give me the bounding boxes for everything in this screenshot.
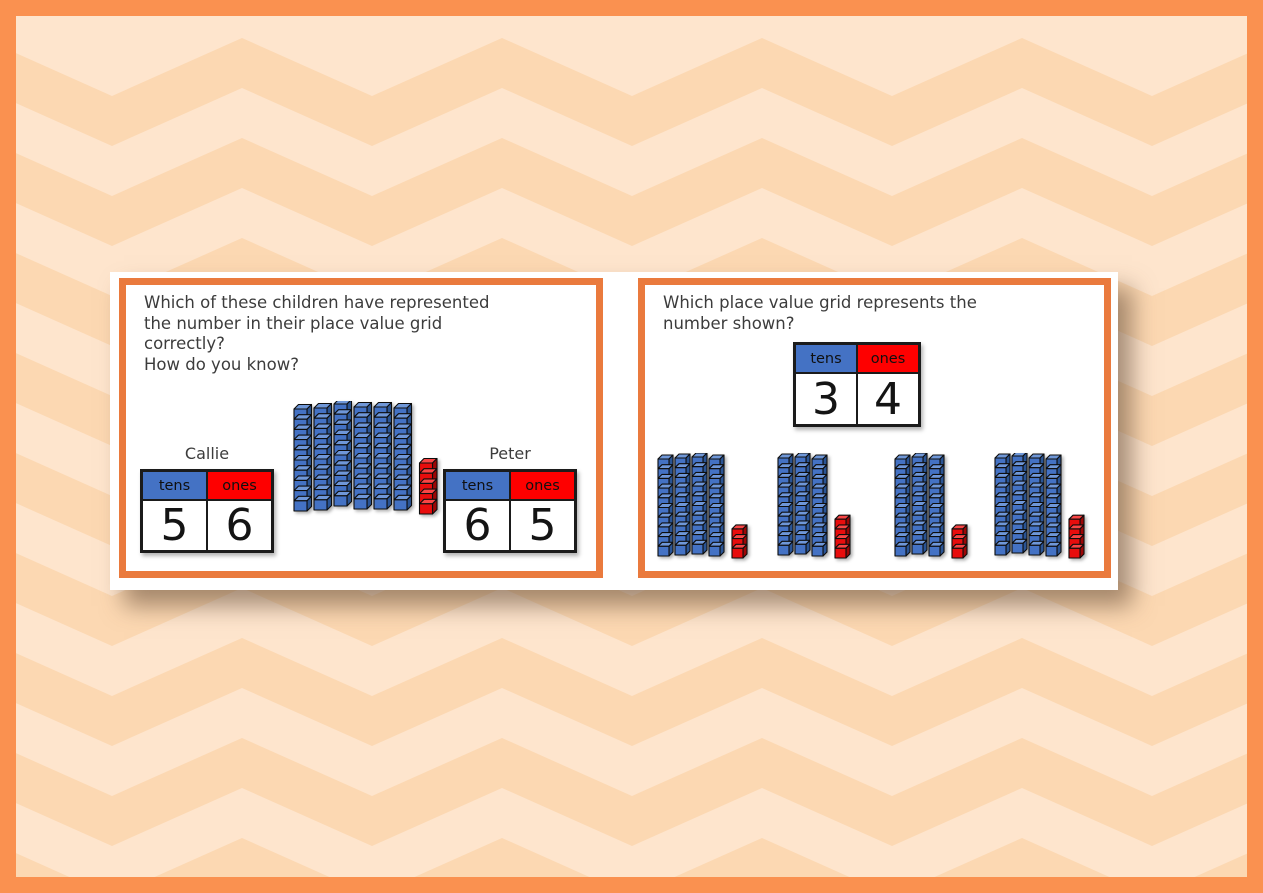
question-text-right: Which place value grid represents the nu… xyxy=(663,293,977,334)
question-line: correctly? xyxy=(144,334,225,353)
child-name-peter: Peter xyxy=(489,444,531,463)
grid-value-tens: 5 xyxy=(142,500,207,551)
base-ten-blocks-option-4 xyxy=(994,453,1085,559)
grid-header-tens: tens xyxy=(795,344,857,373)
grid-value-tens: 6 xyxy=(445,500,510,551)
question-line: Which place value grid represents the xyxy=(663,293,977,312)
question-line: number shown? xyxy=(663,313,795,333)
grid-value-ones: 6 xyxy=(207,500,272,551)
grid-header-ones: ones xyxy=(510,471,575,500)
grid-header-ones: ones xyxy=(857,344,919,373)
base-ten-blocks-option-1 xyxy=(657,453,748,559)
base-ten-blocks-option-2 xyxy=(777,453,851,559)
grid-value-ones: 4 xyxy=(857,373,919,425)
grid-header-tens: tens xyxy=(142,471,207,500)
question-line: the number in their place value grid xyxy=(144,313,443,333)
question-text-left: Which of these children have represented… xyxy=(144,293,489,375)
grid-value-ones: 5 xyxy=(510,500,575,551)
question-line: Which of these children have represented xyxy=(144,293,490,312)
grid-value-tens: 3 xyxy=(795,373,857,425)
base-ten-blocks-number xyxy=(293,401,438,515)
question-card-left: Which of these children have represented… xyxy=(119,278,603,578)
question-line: How do you know? xyxy=(144,354,299,374)
grid-header-ones: ones xyxy=(207,471,272,500)
question-card-right: Which place value grid represents the nu… xyxy=(638,278,1111,578)
grid-header-tens: tens xyxy=(445,471,510,500)
child-name-callie: Callie xyxy=(184,444,230,463)
slide-panel: Which of these children have represented… xyxy=(110,272,1118,590)
place-value-grid-callie: tens ones 5 6 xyxy=(140,469,274,553)
place-value-grid-shown: tens ones 3 4 xyxy=(793,342,921,427)
base-ten-blocks-option-3 xyxy=(894,453,968,559)
place-value-grid-peter: tens ones 6 5 xyxy=(443,469,577,553)
